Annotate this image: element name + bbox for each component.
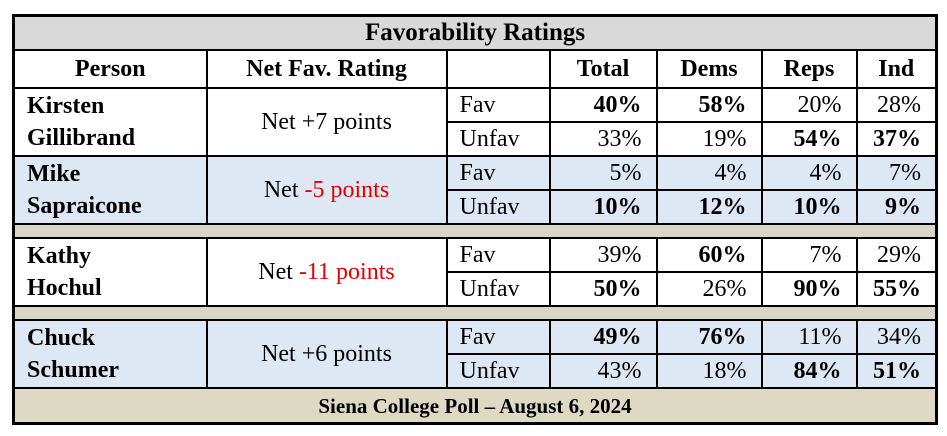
net-prefix: Net (261, 109, 296, 135)
person-name: Mike Sapraicone (27, 161, 142, 219)
row-label: Unfav (445, 271, 551, 307)
person-cell: Chuck Schumer (12, 319, 208, 389)
percent-cell: 4% (655, 155, 763, 191)
header-cell: Net Fav. Rating (205, 49, 448, 89)
percent-cell: 29% (855, 237, 938, 273)
net-rating: Net -5 points (205, 155, 448, 225)
percent-cell: 4% (760, 155, 858, 191)
title-row: Favorability Ratings (12, 14, 938, 51)
net-prefix: Net (261, 341, 296, 367)
net-prefix: Net (258, 259, 293, 285)
separator (12, 305, 938, 321)
data-row: Kirsten Gillibrand Net +7 points Fav 40% 58%… (12, 87, 938, 157)
percent-cell: 34% (855, 319, 938, 355)
percent-cell: 7% (760, 237, 858, 273)
net-value: +6 points (301, 341, 392, 367)
percent-cell: 19% (655, 121, 763, 157)
person-name: Chuck Schumer (27, 325, 119, 383)
separator (12, 223, 938, 239)
percent-cell: 50% (548, 271, 658, 307)
header-cell: Dems (655, 49, 763, 89)
percent-cell: 39% (548, 237, 658, 273)
percent-cell: 9% (855, 189, 938, 225)
row-label: Fav (445, 87, 551, 123)
table-title: Favorability Ratings (12, 14, 938, 51)
header-cell: Ind (855, 49, 938, 89)
row-label: Fav (445, 237, 551, 273)
percent-cell: 37% (855, 121, 938, 157)
header-cell: Total (548, 49, 658, 89)
net-prefix: Net (263, 177, 299, 203)
net-value: -5 points (304, 177, 390, 203)
separator-row (12, 305, 938, 321)
row-label: Unfav (445, 353, 551, 389)
percent-cell: 33% (548, 121, 658, 157)
percent-cell: 20% (760, 87, 858, 123)
person-name: Kathy Hochul (27, 243, 102, 301)
percent-cell: 54% (760, 121, 858, 157)
header-cell: Reps (760, 49, 858, 89)
net-rating: Net +6 points (205, 319, 448, 389)
separator-row (12, 223, 938, 239)
table-wrap: Favorability Ratings Person Net Fav. Ratin… (12, 14, 939, 425)
data-row: Unfav 33% 19% 54% 37% (14, 121, 938, 157)
person-cell: Mike Sapraicone (12, 155, 208, 225)
row-label: Fav (445, 155, 551, 191)
footer-row: Siena College Poll – August 6, 2024 (12, 387, 938, 425)
percent-cell: 28% (855, 87, 938, 123)
table-footer: Siena College Poll – August 6, 2024 (12, 387, 938, 425)
net-rating: Net -11 points (205, 237, 448, 307)
percent-cell: 26% (655, 271, 763, 307)
percent-cell: 76% (655, 319, 763, 355)
percent-cell: 84% (760, 353, 858, 389)
percent-cell: 49% (548, 319, 658, 355)
person-cell: Kathy Hochul (12, 237, 208, 307)
data-row: Kathy Hochul Net -11 points Fav 39% 60% 7% 29% (12, 237, 938, 307)
percent-cell: 58% (655, 87, 763, 123)
row-label: Unfav (445, 189, 551, 225)
person-name: Kirsten Gillibrand (27, 93, 136, 151)
data-row: Chuck Schumer Net +6 points Fav 49% 76% 11% 34… (12, 319, 938, 389)
header-cell: Person (12, 49, 208, 89)
data-row: Unfav 43% 18% 84% 51% (13, 353, 938, 389)
row-label: Fav (445, 319, 551, 355)
percent-cell: 40% (548, 87, 658, 123)
percent-cell: 10% (760, 189, 858, 225)
percent-cell: 18% (655, 353, 763, 389)
data-row: Unfav 50% 26% 90% 55% (14, 271, 938, 307)
percent-cell: 11% (760, 319, 858, 355)
net-value: -11 points (298, 259, 395, 285)
net-value: +7 points (301, 109, 392, 135)
percent-cell: 12% (655, 189, 763, 225)
data-row: Mike Sapraicone Net -5 points Fav 5% 4% 4% 7% (12, 155, 938, 225)
percent-cell: 7% (855, 155, 938, 191)
person-cell: Kirsten Gillibrand (12, 87, 208, 157)
header-cell (445, 49, 551, 89)
percent-cell: 10% (548, 189, 658, 225)
percent-cell: 51% (855, 353, 938, 389)
table-body: Favorability Ratings Person Net Fav. Ratin… (12, 14, 938, 425)
percent-cell: 90% (760, 271, 858, 307)
percent-cell: 5% (548, 155, 658, 191)
favorability-table: Favorability Ratings Person Net Fav. Ratin… (12, 14, 939, 425)
percent-cell: 60% (655, 237, 763, 273)
net-rating: Net +7 points (205, 87, 448, 157)
header-row: Person Net Fav. Rating Total Dems Reps Ind (12, 49, 938, 89)
percent-cell: 55% (855, 271, 938, 307)
row-label: Unfav (445, 121, 551, 157)
percent-cell: 43% (548, 353, 658, 389)
